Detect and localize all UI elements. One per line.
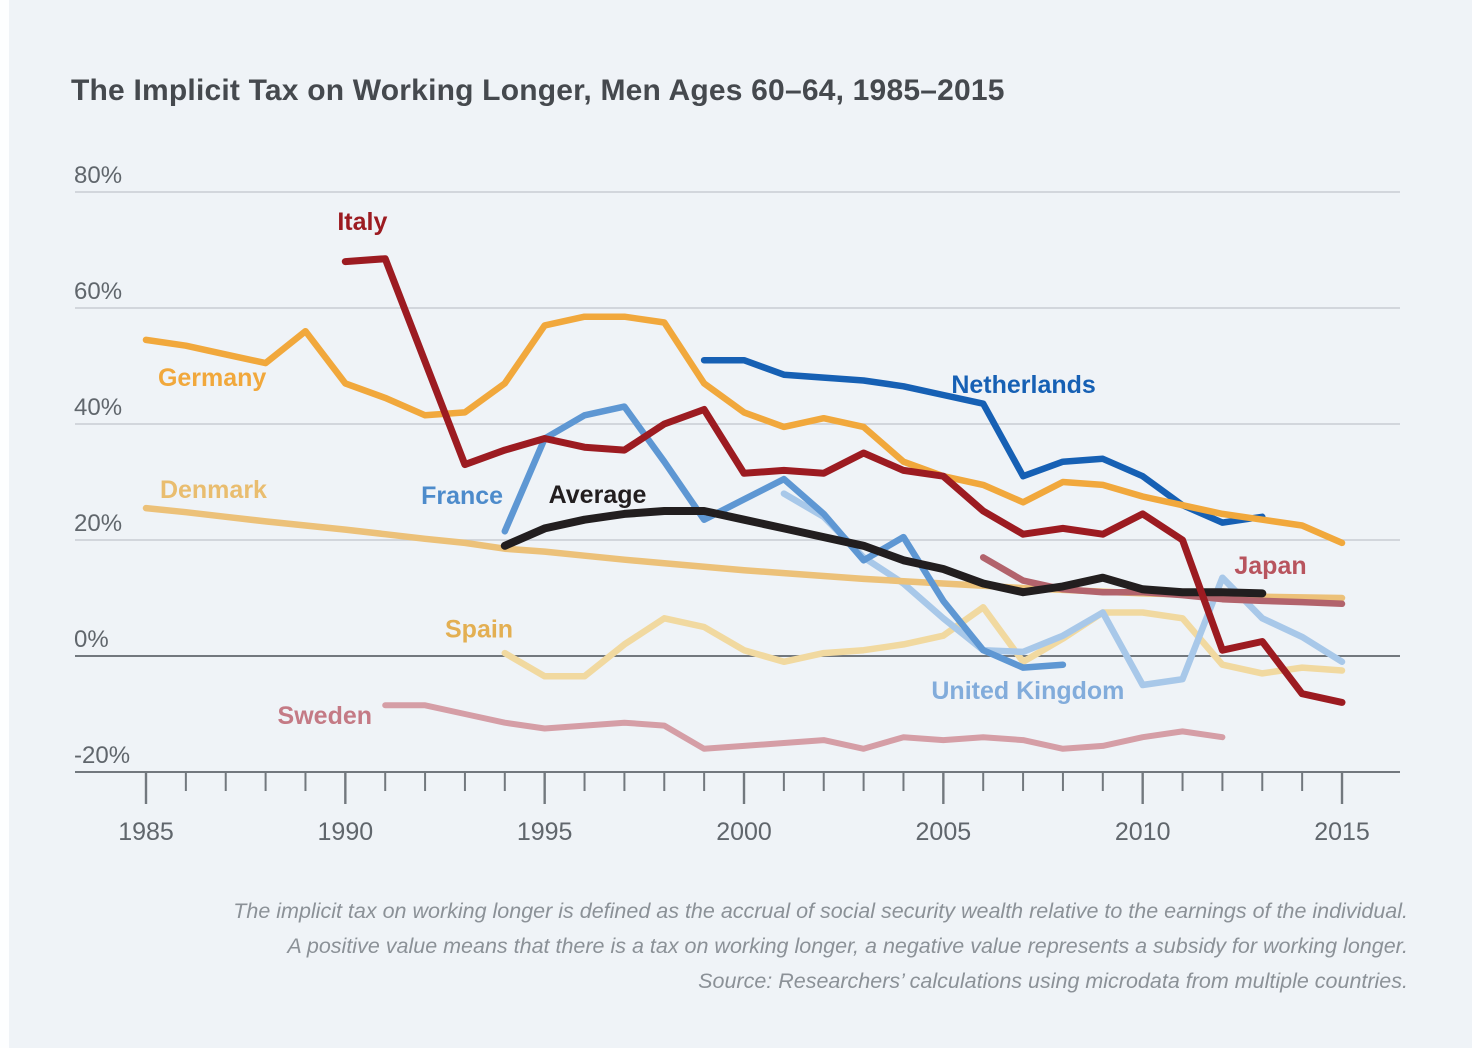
series-label-italy: Italy	[337, 208, 387, 236]
x-axis-label-2010: 2010	[1115, 818, 1171, 846]
footnote-line-3: Source: Researchers’ calculations using …	[698, 969, 1408, 993]
line-netherlands	[700, 356, 1266, 526]
y-axis-label-80: 80%	[74, 162, 122, 189]
y-axis-label-60: 60%	[74, 278, 122, 305]
y-axis-label-0: 0%	[74, 626, 109, 653]
series-label-average: Average	[549, 481, 647, 509]
line-average	[500, 507, 1267, 598]
page-left-margin	[0, 0, 9, 1048]
series-label-united-kingdom: United Kingdom	[931, 677, 1124, 705]
line-united-kingdom	[780, 490, 1346, 689]
chart-title: The Implicit Tax on Working Longer, Men …	[71, 74, 1005, 108]
x-axis-label-2015: 2015	[1314, 818, 1370, 846]
y-axis-label--20: -20%	[74, 742, 130, 769]
footnote-line-2: A positive value means that there is a t…	[287, 934, 1408, 958]
line-germany	[142, 313, 1346, 547]
series-label-netherlands: Netherlands	[951, 371, 1095, 399]
line-italy	[341, 255, 1346, 706]
line-sweden	[382, 702, 1226, 752]
line-spain	[501, 604, 1346, 680]
series-label-japan: Japan	[1234, 552, 1306, 580]
series-label-sweden: Sweden	[278, 702, 372, 730]
series-label-france: France	[421, 482, 503, 510]
x-axis-label-1990: 1990	[318, 818, 374, 846]
y-axis-label-20: 20%	[74, 510, 122, 537]
footnote-line-1: The implicit tax on working longer is de…	[233, 899, 1408, 923]
x-axis-label-2000: 2000	[716, 818, 772, 846]
series-label-spain: Spain	[445, 616, 513, 644]
line-france	[501, 403, 1067, 671]
series-label-germany: Germany	[158, 364, 266, 392]
x-axis-label-1995: 1995	[517, 818, 573, 846]
chart-footnote: The implicit tax on working longer is de…	[233, 894, 1408, 999]
x-axis-label-1985: 1985	[118, 818, 174, 846]
y-axis-label-40: 40%	[74, 394, 122, 421]
series-label-denmark: Denmark	[160, 476, 267, 504]
x-axis-label-2005: 2005	[916, 818, 972, 846]
